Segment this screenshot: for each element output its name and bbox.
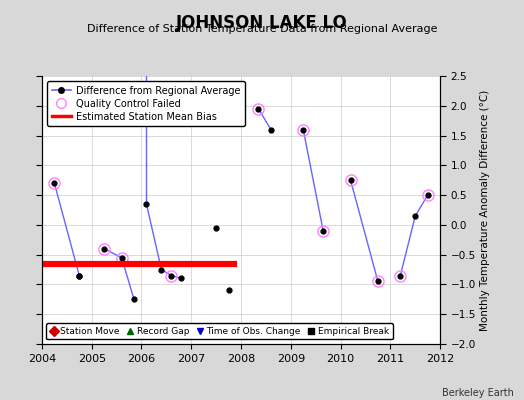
Text: Difference of Station Temperature Data from Regional Average: Difference of Station Temperature Data f… (87, 24, 437, 34)
Text: JOHNSON LAKE LO: JOHNSON LAKE LO (176, 14, 348, 32)
Text: Berkeley Earth: Berkeley Earth (442, 388, 514, 398)
Legend: Station Move, Record Gap, Time of Obs. Change, Empirical Break: Station Move, Record Gap, Time of Obs. C… (47, 323, 392, 340)
Y-axis label: Monthly Temperature Anomaly Difference (°C): Monthly Temperature Anomaly Difference (… (480, 89, 490, 331)
